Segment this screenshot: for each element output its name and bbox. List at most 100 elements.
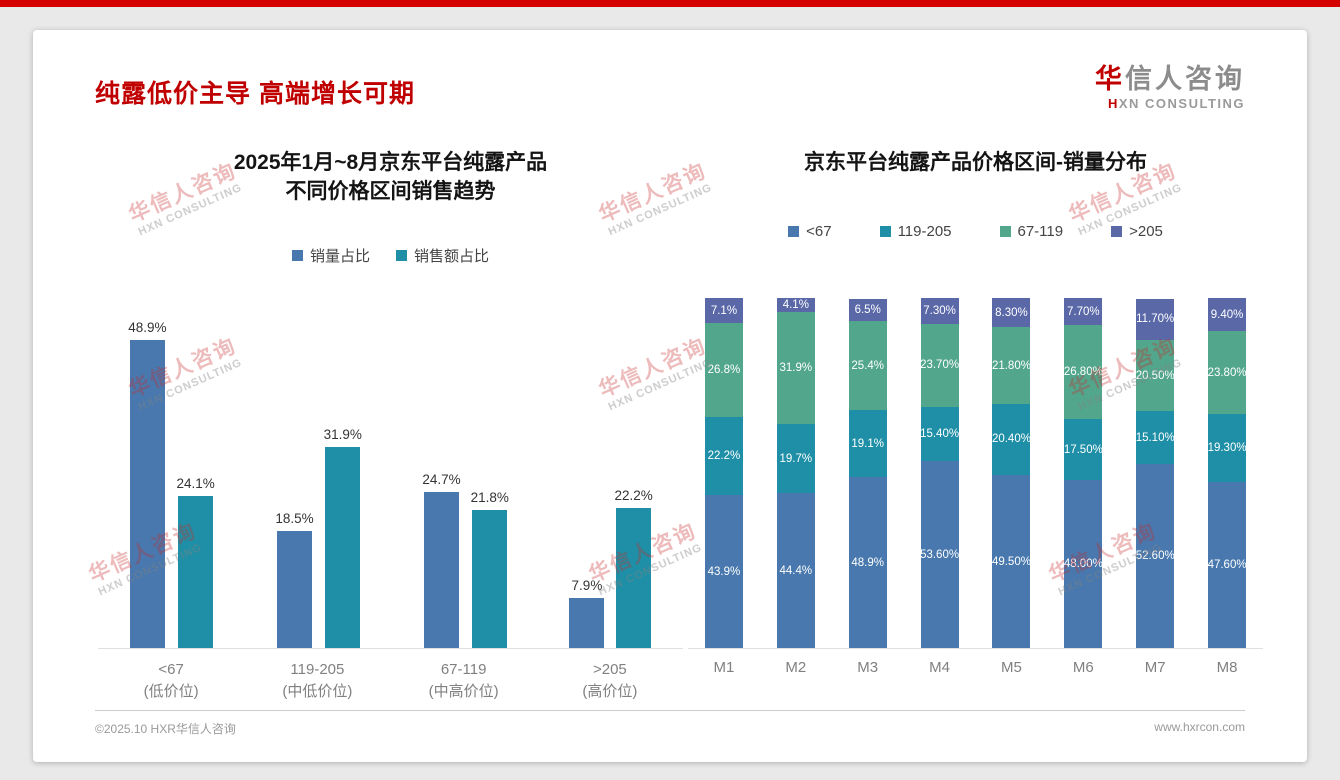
bar-value-label: 21.8% bbox=[470, 490, 509, 506]
category-name: <67 bbox=[158, 660, 184, 678]
legend-label: <67 bbox=[806, 223, 832, 241]
bar-value-label: 24.1% bbox=[176, 475, 215, 491]
category-name: 119-205 bbox=[290, 660, 345, 678]
category-label: 67-119 (中高价位) bbox=[399, 659, 529, 703]
right-chart-title: 京东平台纯露产品价格区间-销量分布 bbox=[804, 151, 1147, 174]
legend-item: <67 bbox=[788, 223, 832, 241]
bar-segment: 52.60% bbox=[1136, 464, 1175, 649]
bar-segment: 19.1% bbox=[848, 410, 887, 478]
bar-value-label: 24.7% bbox=[422, 472, 461, 488]
bar-segment: 4.1% bbox=[776, 298, 815, 313]
bar-segment: 7.1% bbox=[704, 298, 743, 324]
slide: 纯露低价主导 高端增长可期 华信人咨询 HXN CONSULTING 2025年… bbox=[33, 30, 1307, 762]
category-name: 67-119 bbox=[440, 660, 487, 678]
bar-wrap: 48.9% bbox=[128, 319, 167, 648]
bar-segment: 15.40% bbox=[920, 406, 959, 461]
stacked-bar: 49.50% 20.40% 21.80% 8.30% bbox=[992, 298, 1031, 649]
category-subname: (中高价位) bbox=[428, 682, 499, 700]
logo-cn-first: 华 bbox=[1095, 64, 1125, 94]
footer-divider bbox=[95, 710, 1245, 711]
bar-segment: 48.9% bbox=[848, 477, 887, 649]
bar bbox=[472, 510, 508, 648]
stacked-bar-chart: 京东平台纯露产品价格区间-销量分布 <67 119-205 67-119 >205 4… bbox=[688, 148, 1263, 676]
right-chart-legend: <67 119-205 67-119 >205 bbox=[688, 223, 1263, 240]
legend-item: 67-119 bbox=[999, 223, 1064, 241]
bar-group: 24.7% 21.8% bbox=[422, 472, 509, 648]
legend-swatch bbox=[999, 226, 1011, 238]
left-chart-title: 2025年1月~8月京东平台纯露产品 不同价格区间销售趋势 bbox=[98, 148, 683, 207]
legend-item: 销量占比 bbox=[291, 245, 370, 266]
category-label: M8 bbox=[1216, 659, 1238, 677]
bar-segment: 23.70% bbox=[920, 323, 959, 407]
legend-item: 119-205 bbox=[879, 223, 952, 241]
stacked-bar: 43.9% 22.2% 26.8% 7.1% bbox=[704, 298, 743, 649]
bar-wrap: 22.2% bbox=[614, 487, 653, 648]
bar-segment: 21.80% bbox=[992, 327, 1031, 404]
bar-value-label: 22.2% bbox=[614, 487, 653, 503]
bar-value-label: 48.9% bbox=[128, 319, 167, 335]
stacked-bar: 48.9% 19.1% 25.4% 6.5% bbox=[848, 298, 887, 649]
bar-segment: 15.10% bbox=[1136, 411, 1175, 465]
footer-website: www.hxrcon.com bbox=[1154, 720, 1245, 734]
legend-label: 119-205 bbox=[897, 223, 952, 241]
category-subname: (中低价位) bbox=[282, 682, 353, 700]
page-title: 纯露低价主导 高端增长可期 bbox=[95, 80, 415, 108]
bar bbox=[424, 492, 460, 648]
category-subname: (低价位) bbox=[143, 682, 199, 700]
bar-segment: 19.30% bbox=[1208, 414, 1247, 482]
category-label: M1 bbox=[713, 659, 735, 677]
bar bbox=[616, 507, 652, 648]
legend-label: 67-119 bbox=[1017, 223, 1064, 241]
bar-segment: 49.50% bbox=[992, 475, 1031, 649]
bar-wrap: 21.8% bbox=[470, 490, 509, 648]
bar-segment: 20.50% bbox=[1136, 339, 1175, 412]
logo-cn-rest: 信人咨询 bbox=[1125, 64, 1245, 94]
bar-segment: 7.70% bbox=[1064, 298, 1103, 326]
bar-group: 18.5% 31.9% bbox=[275, 427, 362, 648]
legend-label: 销量占比 bbox=[309, 247, 370, 265]
bar-segment: 20.40% bbox=[992, 403, 1031, 476]
bar-segment: 6.5% bbox=[848, 298, 887, 322]
bar-value-label: 18.5% bbox=[275, 511, 314, 527]
logo-en-text: HXN CONSULTING bbox=[1095, 96, 1245, 112]
legend-label: 销售额占比 bbox=[414, 247, 490, 265]
bar-segment: 9.40% bbox=[1208, 298, 1247, 331]
bar-segment: 31.9% bbox=[776, 312, 815, 424]
logo-en-first: H bbox=[1107, 96, 1119, 112]
bar-segment: 7.30% bbox=[920, 298, 959, 324]
category-subname: (高价位) bbox=[582, 682, 638, 700]
legend-label: >205 bbox=[1129, 223, 1163, 241]
category-label: M5 bbox=[1001, 659, 1022, 677]
bar-segment: 8.30% bbox=[992, 298, 1031, 328]
bar-segment: 11.70% bbox=[1136, 298, 1174, 340]
category-label: M3 bbox=[857, 659, 879, 677]
bar-group: 7.9% 22.2% bbox=[569, 487, 653, 648]
bar-wrap: 24.1% bbox=[177, 476, 215, 648]
left-chart-x-axis: <67 (低价位) 119-205 (中低价位) 67-119 (中高价位) >205 (高价… bbox=[98, 659, 683, 703]
category-label: M4 bbox=[929, 659, 950, 677]
right-chart-x-axis: M1 M2 M3 M4 M5 M6 M7 M8 bbox=[688, 659, 1263, 676]
category-name: >205 bbox=[592, 660, 627, 678]
stacked-bar: 48.00% 17.50% 26.80% 7.70% bbox=[1064, 298, 1103, 649]
bar bbox=[178, 495, 214, 648]
legend-swatch bbox=[1111, 226, 1123, 238]
category-label: >205 (高价位) bbox=[545, 659, 675, 703]
footer-copyright: ©2025.10 HXR华信人咨询 bbox=[95, 722, 236, 736]
bar-wrap: 7.9% bbox=[569, 578, 605, 648]
stacked-bar: 47.60% 19.30% 23.80% 9.40% bbox=[1208, 298, 1247, 649]
legend-swatch bbox=[396, 249, 407, 261]
legend-item: 销售额占比 bbox=[396, 245, 489, 266]
bar-segment: 48.00% bbox=[1064, 480, 1103, 649]
grouped-bar-chart: 2025年1月~8月京东平台纯露产品 不同价格区间销售趋势 销量占比 销售额占比 … bbox=[98, 148, 683, 702]
bar bbox=[569, 597, 605, 648]
legend-swatch bbox=[788, 226, 800, 238]
bar-value-label: 31.9% bbox=[323, 426, 362, 442]
bar-segment: 22.2% bbox=[704, 417, 743, 495]
stacked-bar: 53.60% 15.40% 23.70% 7.30% bbox=[920, 298, 959, 649]
category-label: <67 (低价位) bbox=[106, 659, 236, 703]
bar-wrap: 18.5% bbox=[275, 511, 314, 648]
bar-segment: 26.8% bbox=[704, 323, 743, 418]
bar bbox=[129, 339, 165, 648]
left-chart-plot-area: 48.9% 24.1% 18.5% 31.9% 24.7% 21.8% 7.9% 22.2% bbox=[98, 318, 683, 649]
logo-cn-text: 华信人咨询 bbox=[1095, 64, 1245, 95]
